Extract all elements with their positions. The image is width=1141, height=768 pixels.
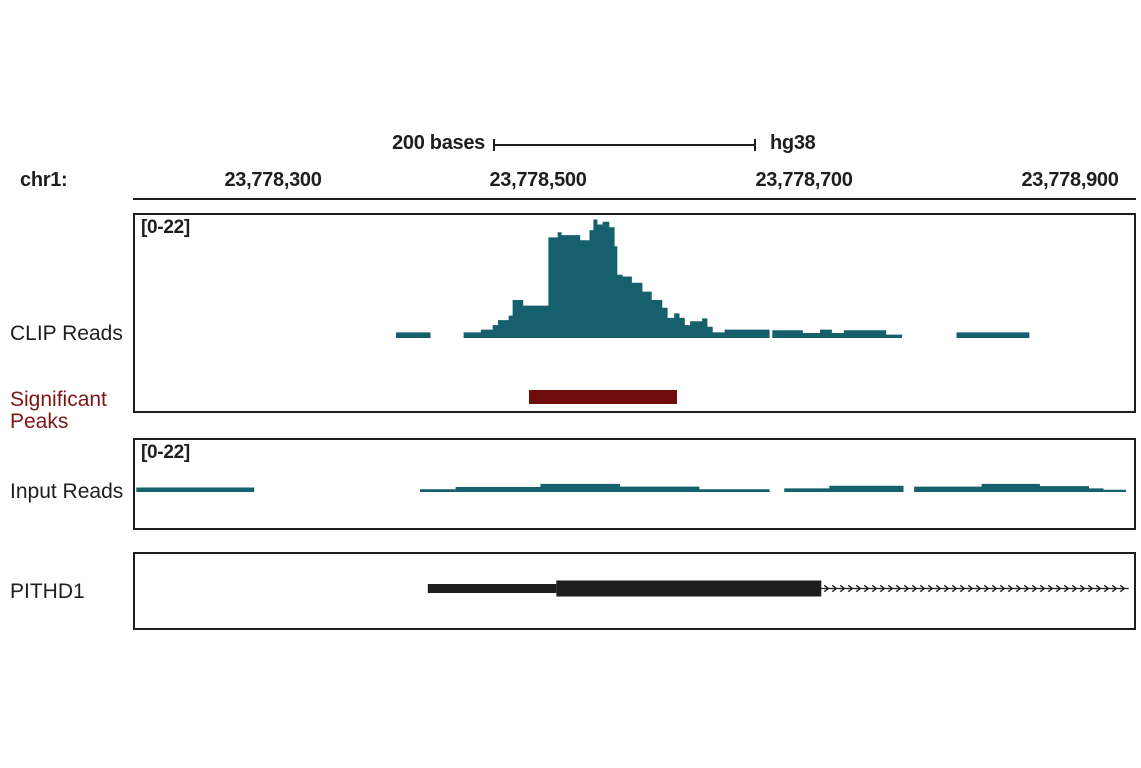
coordinate-tick-1: 23,778,300 <box>224 169 322 191</box>
coordinate-tick-2: 23,778,500 <box>489 169 587 191</box>
coordinate-ruler-line <box>133 198 1136 200</box>
significant-peaks-track-label: Significant Peaks <box>10 389 107 433</box>
gene-track-label: PITHD1 <box>10 580 85 603</box>
gene-model-pithd1 <box>427 580 1129 597</box>
coordinate-tick-3: 23,778,700 <box>755 169 853 191</box>
clip-reads-histogram <box>396 219 1030 338</box>
clip-reads-track-label: CLIP Reads <box>10 322 123 345</box>
gene-track-box <box>133 552 1136 630</box>
scale-bar <box>493 139 756 151</box>
coordinate-tick-4: 23,778,900 <box>1021 169 1119 191</box>
significant-peak-bar <box>528 390 677 404</box>
significant-peaks-label-line1: Significant <box>10 388 107 411</box>
input-reads-track-box: [0-22] <box>133 438 1136 530</box>
input-range-label: [0-22] <box>141 442 190 463</box>
input-reads-histogram <box>136 483 1127 492</box>
scale-bar-label: 200 bases <box>392 132 485 154</box>
input-reads-track-label: Input Reads <box>10 480 124 503</box>
assembly-label: hg38 <box>770 132 816 154</box>
clip-reads-track-box: [0-22] <box>133 213 1136 413</box>
chromosome-label: chr1: <box>20 169 68 191</box>
clip-range-label: [0-22] <box>141 217 190 238</box>
significant-peaks-label-line2: Peaks <box>10 410 69 433</box>
